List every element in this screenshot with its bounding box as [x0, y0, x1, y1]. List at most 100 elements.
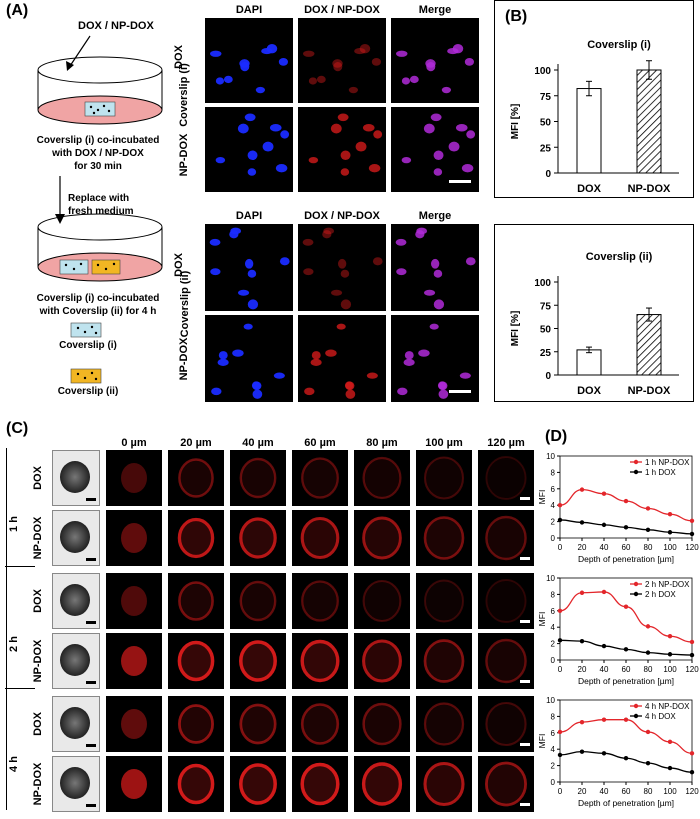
x-tick-label: 0	[558, 543, 563, 552]
x-category-label: DOX	[577, 183, 602, 195]
spheroid-fluorescence-image	[106, 756, 162, 812]
nucleus	[275, 163, 288, 173]
coverslip-i-swatch	[70, 322, 102, 338]
legend-label: 2 h NP-DOX	[645, 580, 690, 589]
data-point	[579, 719, 585, 725]
data-point	[689, 531, 695, 537]
micrograph-cell	[391, 224, 479, 311]
nucleus	[418, 349, 430, 357]
series-line	[559, 751, 693, 773]
spheroid-fluorescence-image	[292, 756, 348, 812]
legend-marker	[633, 459, 639, 465]
nucleus	[465, 257, 476, 266]
nucleus	[441, 86, 451, 94]
brightfield-image	[52, 696, 100, 752]
y-tick-label: 25	[540, 348, 552, 359]
nucleus	[461, 163, 474, 173]
y-axis-label: MFI	[538, 734, 547, 749]
row-label-npdox-ii: NP-DOX	[178, 337, 190, 381]
step2-caption: Coverslip (i) co-incubated with Coversli…	[36, 293, 160, 317]
nucleus	[455, 124, 468, 132]
spheroid-ring	[177, 640, 215, 682]
nucleus	[304, 387, 315, 396]
spheroid-ring	[300, 639, 340, 683]
series-line	[559, 719, 693, 754]
spheroid-row-label: NP-DOX	[32, 762, 44, 806]
micrograph-image	[304, 323, 378, 399]
spheroid-ring	[485, 579, 527, 623]
nucleus	[466, 130, 476, 139]
spheroid-fluorescence-image	[416, 510, 472, 566]
spheroid-ring	[424, 579, 464, 623]
spheroid-ring	[423, 761, 465, 807]
legend-label: 1 h NP-DOX	[645, 458, 690, 467]
nucleus	[368, 163, 381, 173]
nucleus	[278, 57, 289, 66]
x-axis-label: Depth of penetration [µm]	[578, 554, 674, 564]
bar-chart-title: Coverslip (ii)	[586, 251, 653, 263]
y-tick-label: 0	[551, 534, 556, 543]
x-tick-label: 20	[578, 787, 587, 796]
y-tick-label: 8	[551, 590, 556, 599]
scale-bar	[520, 803, 530, 806]
scale-bar	[449, 390, 471, 393]
spheroid-fluorescence-image	[106, 633, 162, 689]
data-point	[623, 604, 629, 609]
nucleus	[340, 299, 352, 310]
bar	[636, 314, 662, 376]
y-tick-label: 4	[551, 501, 556, 510]
nucleus	[396, 268, 407, 276]
time-divider-1	[5, 566, 35, 567]
x-axis-label: Depth of penetration [µm]	[578, 676, 674, 686]
brightfield-image	[52, 510, 100, 566]
spheroid-brightfield	[60, 707, 90, 739]
data-point	[689, 751, 695, 756]
nucleus	[437, 381, 447, 390]
nucleus	[273, 372, 285, 379]
spheroid-core	[121, 523, 147, 553]
nucleus	[308, 77, 318, 85]
nucleus	[237, 289, 250, 296]
data-point	[601, 717, 607, 722]
nucleus	[322, 230, 332, 239]
x-tick-label: 20	[578, 543, 587, 552]
time-bracket	[6, 448, 20, 810]
nucleus	[345, 389, 356, 399]
time-label-2h: 2 h	[8, 636, 20, 652]
nucleus	[218, 351, 228, 360]
spheroid-fluorescence-image	[478, 510, 534, 566]
bar	[576, 349, 602, 376]
micrograph-image	[211, 323, 285, 399]
y-tick-label: 0	[545, 371, 551, 382]
data-point	[579, 638, 585, 644]
x-tick-label: 40	[600, 787, 609, 796]
x-tick-label: 60	[622, 543, 631, 552]
coverslip-ii-swatch	[70, 368, 102, 384]
spheroid-fluorescence-image	[478, 450, 534, 506]
nucleus	[366, 372, 378, 379]
nucleus	[337, 258, 347, 269]
scale-bar	[86, 804, 96, 807]
y-tick-label: 100	[534, 66, 551, 77]
nucleus	[210, 50, 222, 57]
x-tick-label: 100	[663, 787, 677, 796]
y-tick-label: 2	[551, 640, 556, 649]
nucleus	[344, 381, 354, 390]
y-tick-label: 8	[551, 468, 556, 477]
y-tick-label: 75	[540, 301, 552, 312]
nucleus	[448, 141, 460, 152]
nucleus	[223, 75, 233, 84]
legend-marker	[633, 703, 639, 709]
spheroid-fluorescence-image	[416, 573, 472, 629]
nucleus	[244, 113, 256, 122]
micrograph-grid-coverslip-i	[205, 18, 479, 192]
data-point	[557, 752, 563, 758]
x-tick-label: 80	[644, 665, 653, 674]
spheroid-fluorescence-image	[292, 633, 348, 689]
nucleus	[251, 381, 261, 390]
micrograph-image	[397, 323, 471, 399]
spheroid-fluorescence-image	[230, 450, 286, 506]
spheroid-brightfield	[60, 644, 90, 676]
spheroid-fluorescence-image	[292, 510, 348, 566]
